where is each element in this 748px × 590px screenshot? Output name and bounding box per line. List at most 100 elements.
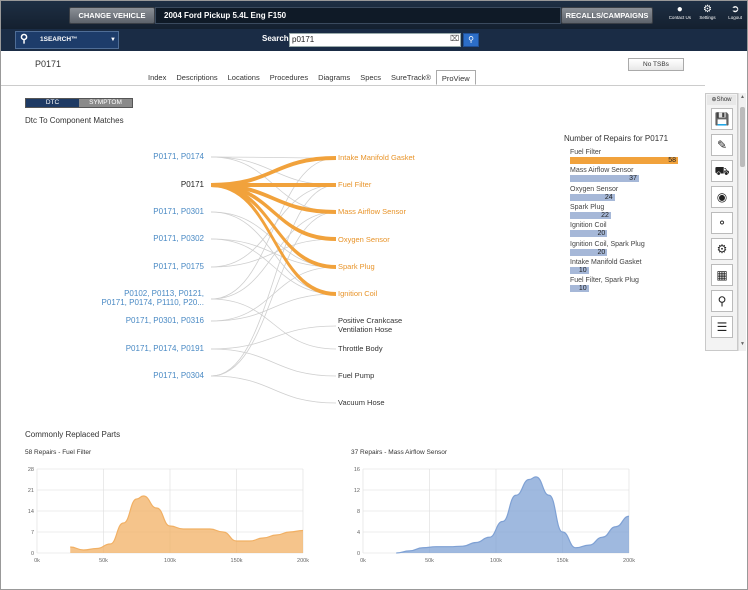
- right-sidebar: ⊕Show 💾 ✎ ⛟ ◉ ⚬ ⚙ ▦ ⚲ ☰: [705, 93, 738, 351]
- chevron-down-icon: ▼: [110, 37, 116, 43]
- tab-specs[interactable]: Specs: [360, 73, 382, 82]
- tab-locations[interactable]: Locations: [227, 73, 260, 82]
- scrollbar[interactable]: ▲ ▼: [738, 93, 746, 351]
- tab-descriptions[interactable]: Descriptions: [176, 73, 218, 82]
- component-item[interactable]: Intake Manifold Gasket: [338, 153, 415, 162]
- search-icon: ⚲: [20, 33, 29, 45]
- repair-bar: 58: [570, 157, 678, 164]
- repair-bar-label: Intake Manifold Gasket: [570, 258, 642, 266]
- sankey-link: [210, 184, 337, 377]
- x-tick-label: 200k: [623, 558, 635, 564]
- engine-icon[interactable]: ⚙: [711, 238, 733, 260]
- repair-bar-value: 20: [597, 248, 606, 256]
- scroll-up-icon[interactable]: ▲: [740, 94, 745, 100]
- sankey-link: [210, 185, 337, 296]
- series-line: [70, 495, 304, 551]
- repair-bar-item[interactable]: Ignition Coil 20: [570, 222, 680, 238]
- repair-bar: 24: [570, 193, 615, 201]
- repair-bar: 22: [570, 211, 611, 219]
- tab-procedures[interactable]: Procedures: [269, 73, 309, 82]
- logout-button[interactable]: ➲ Logout: [722, 4, 747, 28]
- repair-bar-label: Mass Airflow Sensor: [570, 167, 634, 175]
- sankey-link: [210, 185, 337, 241]
- repair-bar-item[interactable]: Oxygen Sensor 24: [570, 186, 680, 201]
- dtc-item[interactable]: P0171, P0174, P1110, P20...: [101, 298, 204, 307]
- dtc-item[interactable]: P0171, P0174: [153, 152, 204, 161]
- component-item[interactable]: Ignition Coil: [338, 289, 378, 298]
- x-tick-label: 0k: [34, 558, 40, 564]
- dtc-toggle-button[interactable]: DTC: [26, 99, 79, 107]
- component-item[interactable]: Spark Plug: [338, 262, 375, 271]
- scroll-down-icon[interactable]: ▼: [740, 341, 745, 347]
- battery-icon[interactable]: ▦: [711, 264, 733, 286]
- dtc-item[interactable]: P0171, P0175: [153, 262, 204, 271]
- show-toggle[interactable]: ⊕Show: [707, 95, 736, 105]
- book-icon[interactable]: ☰: [711, 316, 733, 338]
- dtc-item[interactable]: P0102, P0113, P0121,: [124, 289, 204, 298]
- tab-index[interactable]: Index: [148, 73, 167, 82]
- repair-bar-item[interactable]: Mass Airflow Sensor 37: [570, 167, 680, 183]
- save-icon[interactable]: 💾: [711, 108, 733, 130]
- top-icons: ● Contact Us ⚙ Settings ➲ Logout: [666, 4, 747, 28]
- settings-label: Settings: [699, 15, 716, 20]
- repair-bar: 37: [570, 175, 639, 183]
- repair-bar-label: Oxygen Sensor: [570, 185, 619, 193]
- location-search-icon[interactable]: ⚲: [711, 290, 733, 312]
- component-item[interactable]: Mass Airflow Sensor: [338, 207, 406, 216]
- sankey-link: [210, 183, 337, 239]
- symptom-toggle-button[interactable]: SYMPTOM: [79, 99, 132, 107]
- chart-title: 37 Repairs - Mass Airflow Sensor: [351, 449, 448, 456]
- component-item[interactable]: Ventilation Hose: [338, 325, 393, 334]
- component-item[interactable]: Fuel Filter: [338, 180, 372, 189]
- dtc-item[interactable]: P0171, P0304: [153, 371, 204, 380]
- component-item[interactable]: Oxygen Sensor: [338, 235, 390, 244]
- y-tick-label: 21: [28, 488, 34, 494]
- dtc-item[interactable]: P0171, P0301: [153, 207, 204, 216]
- component-item[interactable]: Positive Crankcase: [338, 316, 403, 325]
- clear-icon[interactable]: ⌧: [450, 34, 460, 43]
- search-input[interactable]: p0171: [289, 33, 461, 47]
- dtc-item[interactable]: P0171, P0301, P0316: [125, 316, 204, 325]
- y-tick-label: 0: [357, 551, 360, 557]
- isearch-label: 1SEARCH™: [40, 36, 78, 43]
- tab-suretrack[interactable]: SureTrack®: [391, 73, 431, 82]
- sankey-link: [210, 157, 337, 186]
- sankey-link: [210, 298, 337, 350]
- sankey-link: [210, 348, 337, 377]
- repair-bar-item[interactable]: Fuel Filter, Spark Plug 10: [570, 277, 680, 293]
- settings-button[interactable]: ⚙ Settings: [694, 4, 720, 28]
- no-tsbs-button[interactable]: No TSBs: [628, 58, 684, 71]
- tab-diagrams[interactable]: Diagrams: [318, 73, 351, 82]
- sankey-link: [210, 375, 337, 404]
- search-submit-button[interactable]: ⚲: [463, 33, 479, 47]
- repair-bar-item[interactable]: Spark Plug 22: [570, 204, 680, 219]
- document-edit-icon[interactable]: ✎: [711, 134, 733, 156]
- repair-bar-item[interactable]: Fuel Filter 58: [570, 149, 680, 164]
- isearch-dropdown[interactable]: ⚲ 1SEARCH™ ▼: [15, 31, 119, 49]
- x-tick-label: 50k: [425, 558, 434, 564]
- repair-bar-item[interactable]: Intake Manifold Gasket 10: [570, 259, 680, 274]
- scroll-thumb[interactable]: [740, 107, 745, 167]
- repair-bar-value: 10: [578, 285, 587, 293]
- sankey-link: [210, 156, 337, 185]
- repair-bar: 20: [570, 248, 608, 256]
- dtc-item[interactable]: P0171, P0174, P0191: [125, 344, 204, 353]
- component-item[interactable]: Throttle Body: [338, 344, 383, 353]
- car-icon[interactable]: ⛟: [711, 160, 733, 182]
- y-tick-label: 8: [357, 509, 360, 515]
- change-vehicle-button[interactable]: CHANGE VEHICLE: [69, 7, 155, 24]
- y-tick-label: 7: [31, 530, 34, 536]
- dtc-item[interactable]: P0171: [180, 180, 204, 189]
- engine-light-icon[interactable]: ◉: [711, 186, 733, 208]
- maf-sensor-chart: 0 4 8 12 16 0k 50k 100k 150k 200k: [354, 467, 635, 564]
- recalls-campaigns-button[interactable]: RECALLS/CAMPAIGNS: [561, 7, 653, 24]
- series-line: [396, 476, 630, 554]
- repair-bar-value: 24: [604, 193, 613, 201]
- component-item[interactable]: Vacuum Hose: [338, 398, 385, 407]
- dtc-item[interactable]: P0171, P0302: [153, 234, 204, 243]
- brake-icon[interactable]: ⚬: [711, 212, 733, 234]
- tab-proview[interactable]: ProView: [435, 70, 476, 85]
- component-item[interactable]: Fuel Pump: [338, 371, 375, 380]
- contact-us-button[interactable]: ● Contact Us: [667, 4, 693, 28]
- repair-bar-item[interactable]: Ignition Coil, Spark Plug 20: [570, 241, 680, 256]
